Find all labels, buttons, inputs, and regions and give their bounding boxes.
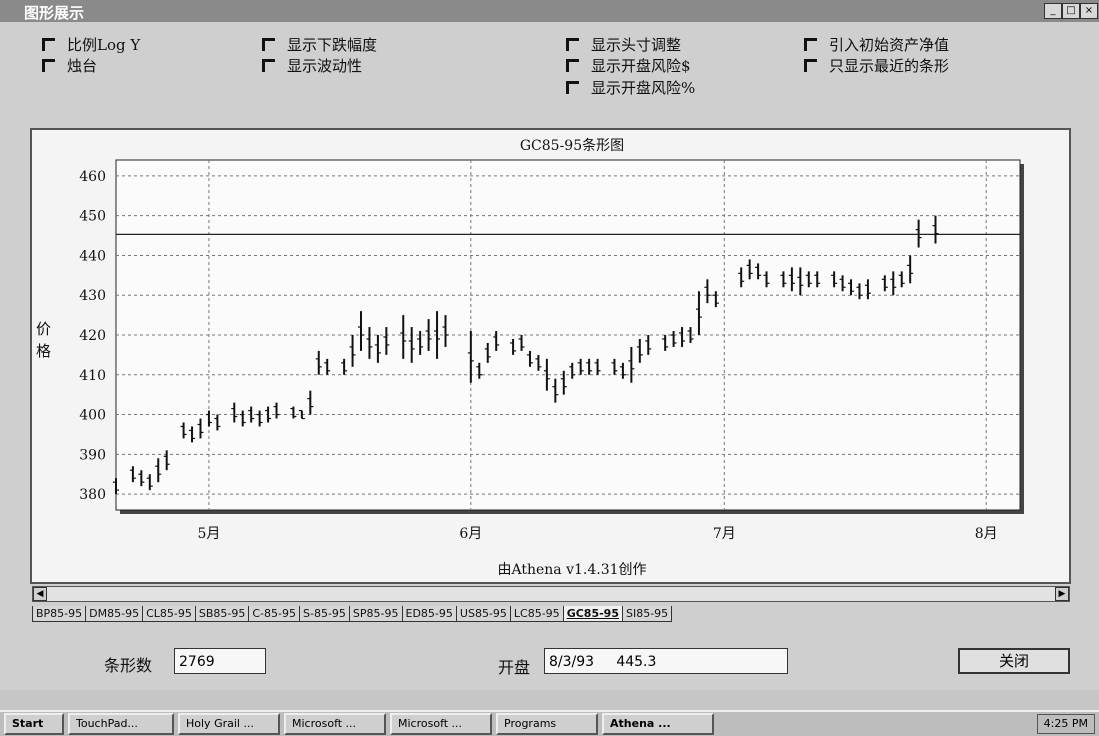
x-tick-label: 6月 — [459, 526, 482, 542]
checkbox-label: 显示开盘风险% — [591, 79, 696, 97]
tab-si85-95[interactable]: SI85-95 — [621, 606, 673, 622]
market-tabs: BP85-95 DM85-95 CL85-95 SB85-95 C-85-95 S-85-… — [32, 606, 673, 622]
checkbox-recent-bars[interactable]: 只显示最近的条形 — [804, 55, 949, 76]
checkbox-volatility[interactable]: 显示波动性 — [262, 55, 362, 76]
checkbox-label: 比例Log Y — [67, 36, 141, 54]
checkbox-open-risk-dollar[interactable]: 显示开盘风险$ — [566, 55, 691, 76]
taskbar-item-programs[interactable]: Programs — [496, 713, 598, 735]
tab-sp85-95[interactable]: SP85-95 — [348, 606, 403, 622]
x-tick-label: 5月 — [197, 526, 220, 542]
y-tick-label: 450 — [79, 209, 106, 225]
taskbar-item-athena[interactable]: Athena ... — [602, 713, 714, 735]
y-tick-label: 390 — [79, 447, 106, 463]
checkbox-drawdown[interactable]: 显示下跌幅度 — [262, 34, 377, 55]
minimize-button[interactable]: _ — [1044, 3, 1062, 19]
open-field[interactable]: 8/3/93 445.3 — [544, 648, 788, 674]
y-axis-label-1: 价 — [36, 320, 51, 338]
tab-us85-95[interactable]: US85-95 — [455, 606, 511, 622]
open-label: 开盘 — [498, 658, 531, 677]
title-bar: 图形展示 _ □ × — [0, 0, 1099, 22]
checkbox-label: 引入初始资产净值 — [829, 36, 950, 54]
bar-count-label: 条形数 — [104, 656, 153, 675]
tab-c-85-95[interactable]: C-85-95 — [248, 606, 300, 622]
window-title: 图形展示 — [24, 4, 85, 22]
checkbox-box — [42, 59, 55, 72]
chart-frame: 460 450 440 430 420 410 400 390 380 5月 6月 7月 8月 GC85… — [30, 128, 1071, 584]
checkbox-box — [804, 59, 817, 72]
tab-s-85-95[interactable]: S-85-95 — [299, 606, 350, 622]
y-tick-label: 420 — [79, 328, 106, 344]
y-tick-label: 410 — [79, 368, 106, 384]
tab-ed85-95[interactable]: ED85-95 — [401, 606, 457, 622]
close-window-button[interactable]: × — [1080, 3, 1098, 19]
graph-window: 图形展示 _ □ × 比例Log Y 烛台 显示下跌幅度 显示波动性 显示头寸调… — [0, 0, 1099, 677]
maximize-button[interactable]: □ — [1062, 3, 1080, 19]
tab-dm85-95[interactable]: DM85-95 — [85, 606, 144, 622]
checkbox-label: 烛台 — [67, 57, 98, 75]
checkbox-label: 显示下跌幅度 — [287, 36, 378, 54]
taskbar: Start TouchPad... Holy Grail ... Microso… — [0, 710, 1099, 736]
price-chart: 460 450 440 430 420 410 400 390 380 5月 6月 7月 8月 GC85… — [36, 137, 1024, 578]
checkbox-label: 显示头寸调整 — [591, 36, 682, 54]
checkbox-label: 只显示最近的条形 — [829, 57, 950, 75]
x-tick-label: 8月 — [975, 526, 998, 542]
tab-lc85-95[interactable]: LC85-95 — [509, 606, 564, 622]
checkbox-box — [566, 59, 579, 72]
scroll-left-arrow-icon[interactable]: ◀ — [33, 587, 47, 601]
taskbar-item-touchpad[interactable]: TouchPad... — [68, 713, 174, 735]
checkbox-position-sizing[interactable]: 显示头寸调整 — [566, 34, 681, 55]
checkbox-log-y[interactable]: 比例Log Y — [42, 34, 140, 55]
tab-bp85-95[interactable]: BP85-95 — [32, 606, 87, 622]
scroll-right-arrow-icon[interactable]: ▶ — [1055, 587, 1069, 601]
checkbox-box — [262, 38, 275, 51]
y-tick-label: 430 — [79, 288, 106, 304]
checkbox-open-risk-percent[interactable]: 显示开盘风险% — [566, 77, 695, 98]
taskbar-item-microsoft-2[interactable]: Microsoft ... — [390, 713, 492, 735]
checkbox-label: 显示波动性 — [287, 57, 363, 75]
x-tick-label: 7月 — [713, 526, 736, 542]
y-tick-label: 440 — [79, 248, 106, 264]
taskbar-item-holy-grail[interactable]: Holy Grail ... — [178, 713, 280, 735]
chart-scrollbar[interactable]: ◀ ▶ — [32, 586, 1070, 602]
y-tick-label: 400 — [79, 408, 106, 424]
checkbox-initial-equity[interactable]: 引入初始资产净值 — [804, 34, 949, 55]
checkbox-candlestick[interactable]: 烛台 — [42, 55, 97, 76]
y-axis-label-2: 格 — [36, 342, 51, 360]
bar-count-field[interactable]: 2769 — [174, 648, 266, 674]
checkbox-box — [262, 59, 275, 72]
checkbox-box — [566, 81, 579, 94]
checkbox-label: 显示开盘风险$ — [591, 57, 691, 75]
checkbox-box — [804, 38, 817, 51]
taskbar-item-microsoft-1[interactable]: Microsoft ... — [284, 713, 386, 735]
y-tick-label: 460 — [79, 169, 106, 185]
system-tray-clock: 4:25 PM — [1036, 714, 1095, 734]
tab-gc85-95[interactable]: GC85-95 — [562, 606, 623, 622]
checkbox-box — [42, 38, 55, 51]
start-button[interactable]: Start — [4, 713, 64, 735]
close-button[interactable]: 关闭 — [958, 648, 1070, 674]
chart-title: GC85-95条形图 — [520, 137, 624, 154]
chart-footer: 由Athena v1.4.31创作 — [497, 562, 646, 578]
tab-sb85-95[interactable]: SB85-95 — [194, 606, 250, 622]
tab-cl85-95[interactable]: CL85-95 — [142, 606, 196, 622]
checkbox-box — [566, 38, 579, 51]
y-tick-label: 380 — [79, 487, 106, 503]
